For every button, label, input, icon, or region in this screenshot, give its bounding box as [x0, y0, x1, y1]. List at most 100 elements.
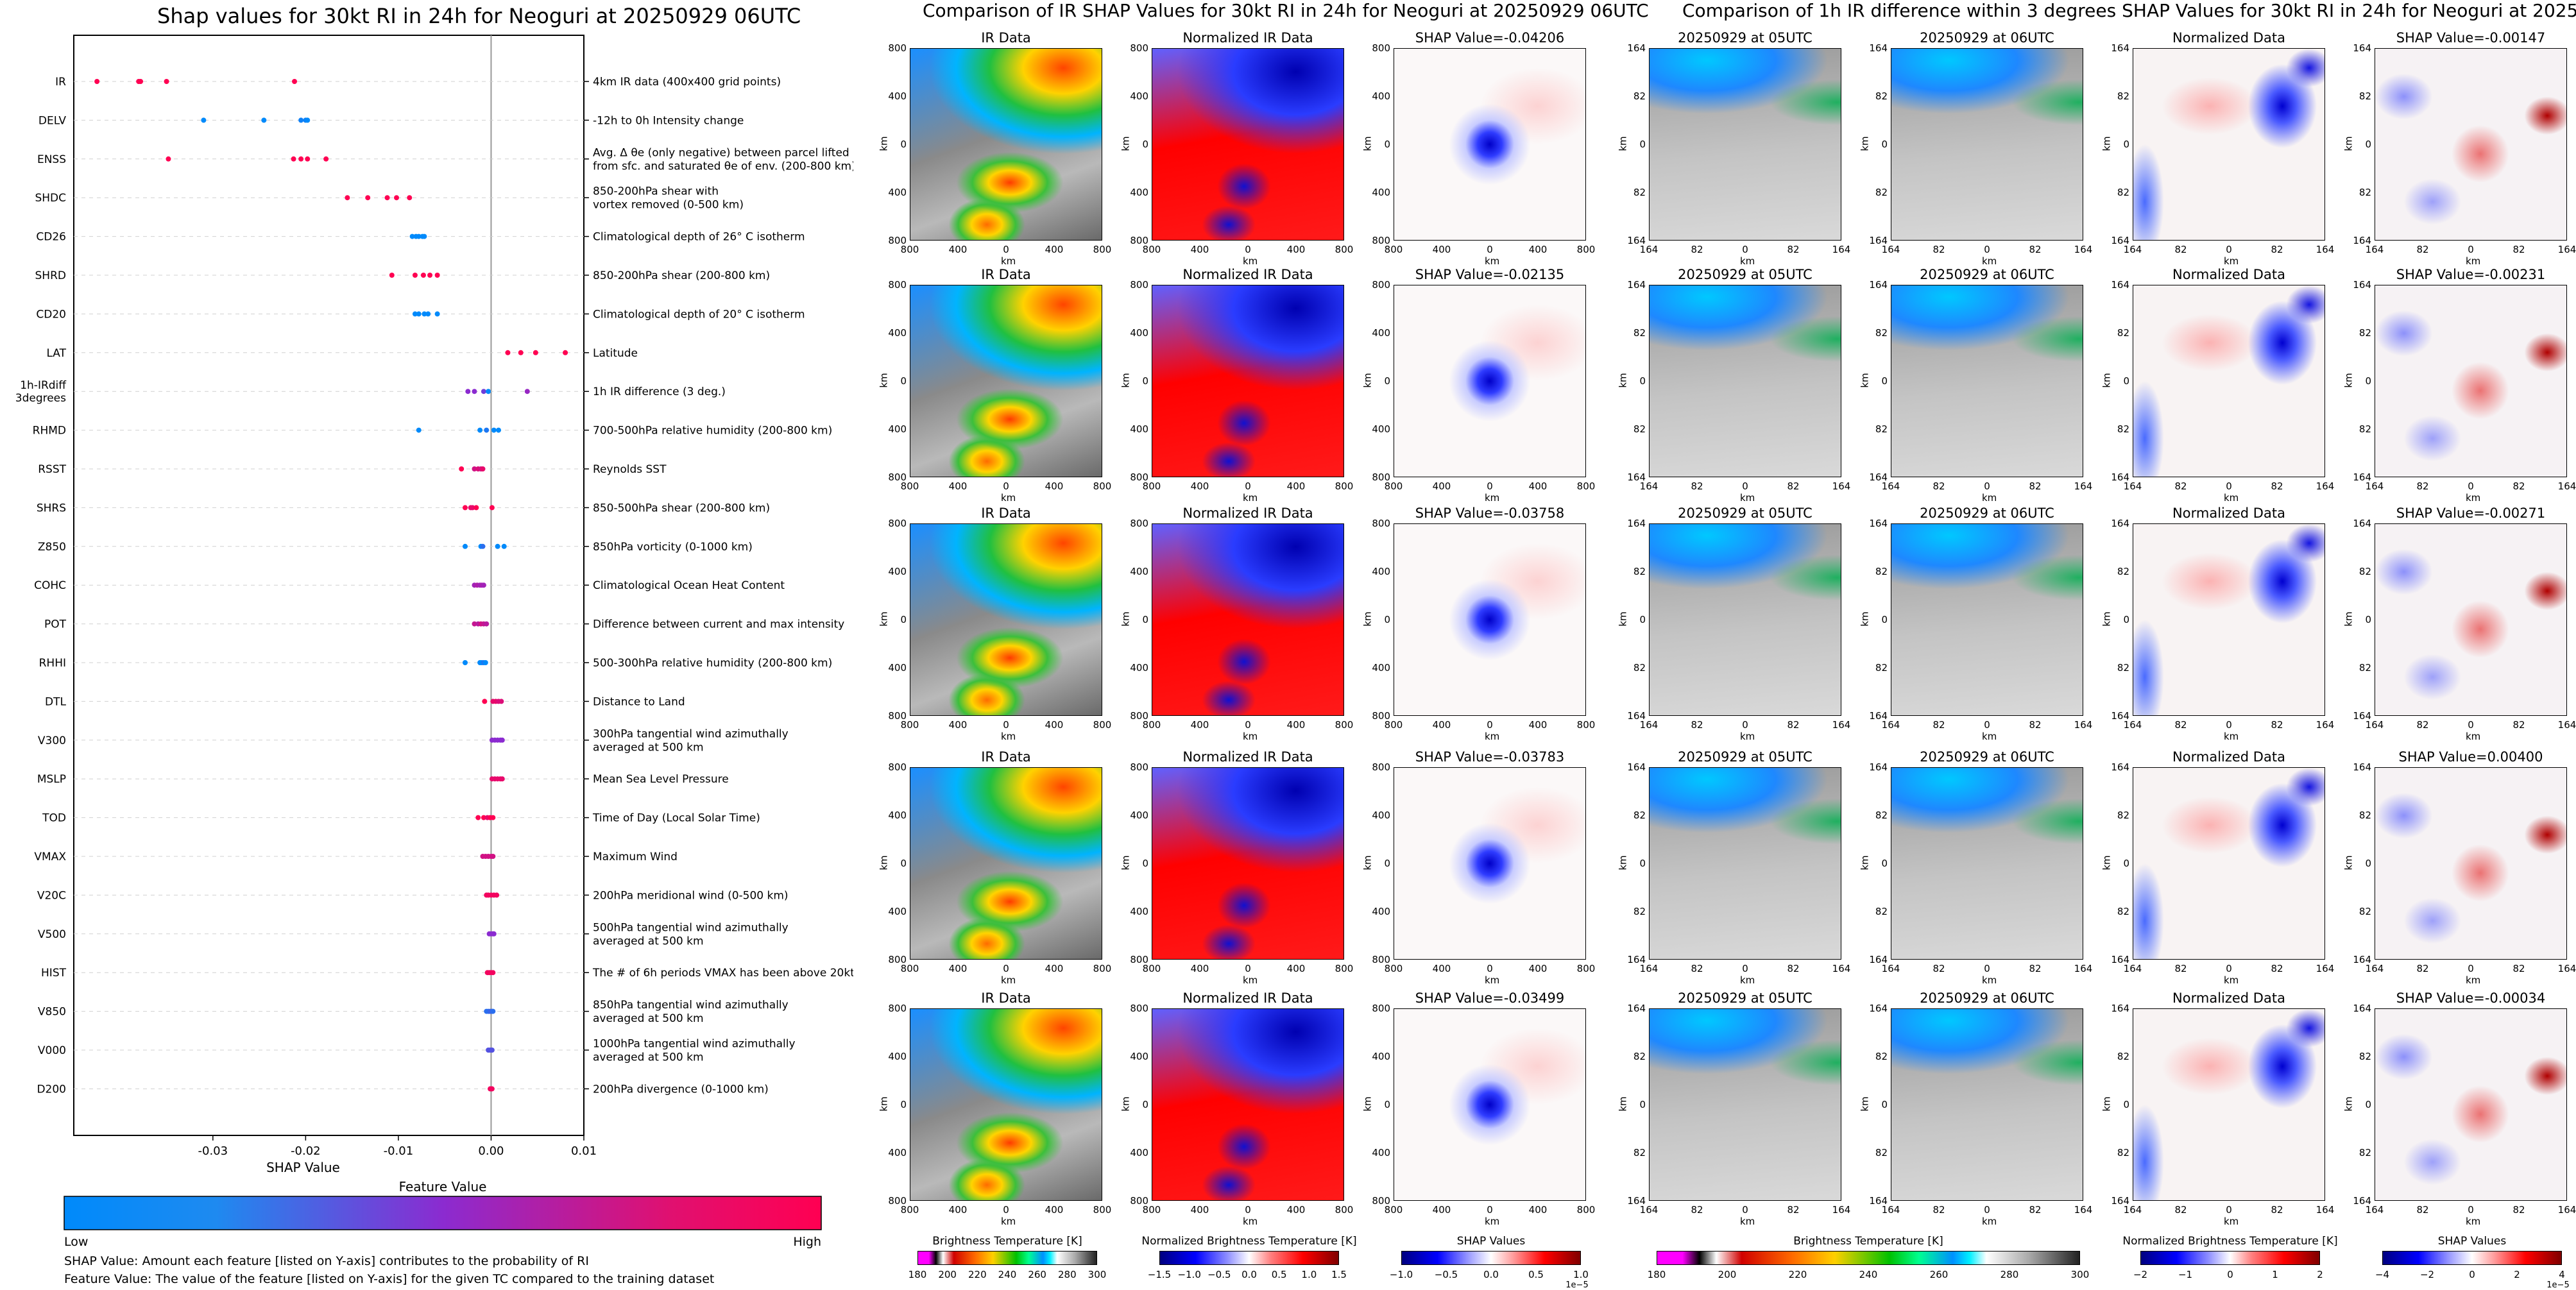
y-axis-label: km: [2101, 136, 2113, 151]
feature-description: Mean Sea Level Pressure: [593, 773, 729, 786]
colorbar-tick-label: −4: [2375, 1269, 2390, 1280]
x-tick-label: -0.03: [198, 1144, 228, 1158]
colorbar-high-label: High: [793, 1235, 821, 1249]
feature-description: 850-500hPa shear (200-800 km): [593, 502, 770, 514]
shap-point: [412, 273, 418, 278]
y-tick-label: 82: [2358, 1051, 2371, 1062]
y-tick-label: 400: [1372, 1147, 1390, 1158]
heatmap-panel: [1891, 48, 2083, 241]
y-tick-label: 0: [900, 139, 907, 150]
colorbar-tick-label: 0.5: [1271, 1269, 1287, 1280]
y-tick-label: 164: [2111, 471, 2129, 483]
x-tick-label: 800: [1142, 719, 1161, 731]
feature-name: RHHI: [39, 657, 66, 670]
heatmap-panel: [1152, 285, 1344, 477]
colorbar-tick-label: 0.5: [1528, 1269, 1544, 1280]
x-tick-label: 82: [2416, 244, 2429, 255]
shap-values-colorbar: [2382, 1251, 2562, 1265]
shap-point: [524, 389, 530, 395]
feature-description: Reynolds SST: [593, 463, 667, 476]
heatmap-panel: [2375, 767, 2567, 960]
y-tick-label: 800: [1372, 761, 1390, 773]
shap-point: [490, 1008, 496, 1014]
x-tick-label: 82: [2271, 244, 2283, 255]
heatmap-panel: [910, 1008, 1102, 1201]
panel-title: Normalized Data: [2172, 267, 2285, 282]
shap-point: [482, 699, 488, 704]
feature-name: SHDC: [35, 192, 66, 205]
x-tick-label: 164: [1639, 1204, 1659, 1216]
x-tick-label: 164: [2365, 480, 2384, 492]
feature-description: Distance to Land: [593, 695, 685, 708]
y-tick-label: 0: [1384, 858, 1390, 869]
x-tick-label: 400: [948, 1204, 968, 1216]
y-tick-label: 800: [888, 279, 907, 291]
x-tick-label: 0: [1984, 719, 1990, 731]
y-tick-label: 0: [1639, 614, 1646, 625]
x-tick-label: 164: [1832, 480, 1851, 492]
colorbar-tick-label: 300: [1088, 1269, 1107, 1280]
y-tick-label: 800: [1130, 954, 1148, 965]
y-tick-label: 400: [1372, 90, 1390, 102]
x-tick-label: 82: [1932, 719, 1945, 731]
shap-point: [416, 427, 422, 433]
y-tick-label: 0: [900, 375, 907, 387]
y-axis-label: km: [2342, 611, 2355, 627]
x-tick-label: 0: [2226, 244, 2232, 255]
x-tick-label: 164: [2557, 719, 2576, 731]
x-axis-label: km: [1982, 974, 1997, 986]
shap-point: [261, 117, 267, 123]
y-tick-label: 800: [888, 42, 907, 54]
shap-point: [412, 311, 418, 317]
feature-name: DTL: [45, 695, 66, 708]
x-tick-label: 800: [1142, 963, 1161, 974]
feature-description: 1000hPa tangential wind azimuthally: [593, 1038, 796, 1051]
heatmap-panel: [2375, 285, 2567, 477]
x-tick-label: 400: [1432, 244, 1451, 255]
colorbar-tick-label: 200: [938, 1269, 957, 1280]
y-tick-label: 164: [1869, 1003, 1888, 1014]
colorbar-label: Normalized Brightness Temperature [K]: [2122, 1235, 2338, 1248]
colorbar-scale-label: 1e−5: [2546, 1280, 2570, 1290]
shap-point: [472, 389, 477, 395]
x-axis-label: km: [2466, 492, 2481, 504]
y-tick-label: 82: [1875, 906, 1888, 917]
x-axis-label: km: [1740, 974, 1755, 986]
y-tick-label: 164: [2111, 954, 2129, 965]
brightness-temperature-colorbar: [917, 1251, 1097, 1265]
feature-description: 200hPa meridional wind (0-500 km): [593, 889, 789, 902]
y-tick-label: 82: [2117, 1051, 2129, 1062]
x-tick-label: 82: [2174, 1204, 2187, 1216]
colorbar-tick-label: 260: [1028, 1269, 1046, 1280]
y-tick-label: 400: [1130, 1051, 1148, 1062]
y-tick-label: 400: [1130, 566, 1148, 577]
x-tick-label: 800: [900, 1204, 919, 1216]
y-tick-label: 0: [1881, 375, 1888, 387]
y-tick-label: 400: [1130, 662, 1148, 674]
y-tick-label: 0: [2123, 1099, 2129, 1110]
shap-point: [495, 543, 500, 549]
y-tick-label: 800: [1130, 235, 1148, 246]
x-tick-label: 400: [1528, 244, 1548, 255]
x-axis-label: km: [1243, 492, 1258, 504]
shap-point: [490, 815, 496, 820]
colorbar-tick-label: 2: [2317, 1269, 2323, 1280]
x-tick-label: 164: [1881, 244, 1900, 255]
y-tick-label: 164: [2111, 710, 2129, 722]
x-tick-label: 400: [948, 719, 968, 731]
y-tick-label: 164: [2353, 471, 2371, 483]
y-tick-label: 82: [2117, 906, 2129, 917]
y-tick-label: 400: [1130, 187, 1148, 198]
shap-values-colorbar: [1401, 1251, 1581, 1265]
shap-point: [305, 117, 311, 123]
feature-description: 850-200hPa shear (200-800 km): [593, 269, 770, 282]
y-tick-label: 82: [2358, 327, 2371, 339]
x-tick-label: 800: [1335, 963, 1354, 974]
y-tick-label: 0: [2123, 614, 2129, 625]
x-tick-label: 400: [1432, 719, 1451, 731]
y-tick-label: 164: [1627, 471, 1646, 483]
x-tick-label: 164: [1832, 244, 1851, 255]
y-tick-label: 800: [1130, 518, 1148, 529]
x-tick-label: 0: [2468, 244, 2474, 255]
x-tick-label: 164: [2316, 963, 2335, 974]
